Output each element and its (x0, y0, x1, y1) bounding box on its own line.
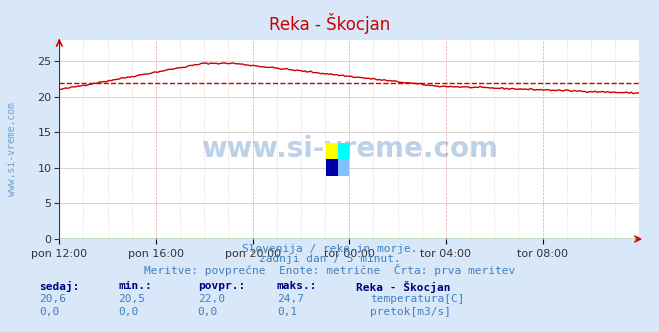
Text: www.si-vreme.com: www.si-vreme.com (7, 102, 16, 197)
Text: 22,0: 22,0 (198, 294, 225, 304)
Text: Slovenija / reke in morje.: Slovenija / reke in morje. (242, 244, 417, 254)
Text: Reka - Škocjan: Reka - Škocjan (269, 13, 390, 34)
Text: zadnji dan / 5 minut.: zadnji dan / 5 minut. (258, 254, 401, 264)
Text: 0,1: 0,1 (277, 307, 297, 317)
Text: Reka - Škocjan: Reka - Škocjan (356, 281, 450, 292)
Text: pretok[m3/s]: pretok[m3/s] (370, 307, 451, 317)
Text: sedaj:: sedaj: (40, 281, 80, 291)
Bar (338, 143, 349, 159)
Text: www.si-vreme.com: www.si-vreme.com (201, 135, 498, 163)
Bar (338, 159, 349, 176)
Text: Meritve: povprečne  Enote: metrične  Črta: prva meritev: Meritve: povprečne Enote: metrične Črta:… (144, 264, 515, 276)
Text: min.:: min.: (119, 281, 152, 290)
Text: 20,5: 20,5 (119, 294, 146, 304)
Text: 20,6: 20,6 (40, 294, 67, 304)
Text: povpr.:: povpr.: (198, 281, 245, 290)
Bar (326, 159, 338, 176)
Text: 0,0: 0,0 (198, 307, 218, 317)
Text: maks.:: maks.: (277, 281, 317, 290)
Bar (326, 143, 338, 159)
Text: 24,7: 24,7 (277, 294, 304, 304)
Text: 0,0: 0,0 (40, 307, 60, 317)
Text: temperatura[C]: temperatura[C] (370, 294, 465, 304)
Text: 0,0: 0,0 (119, 307, 139, 317)
